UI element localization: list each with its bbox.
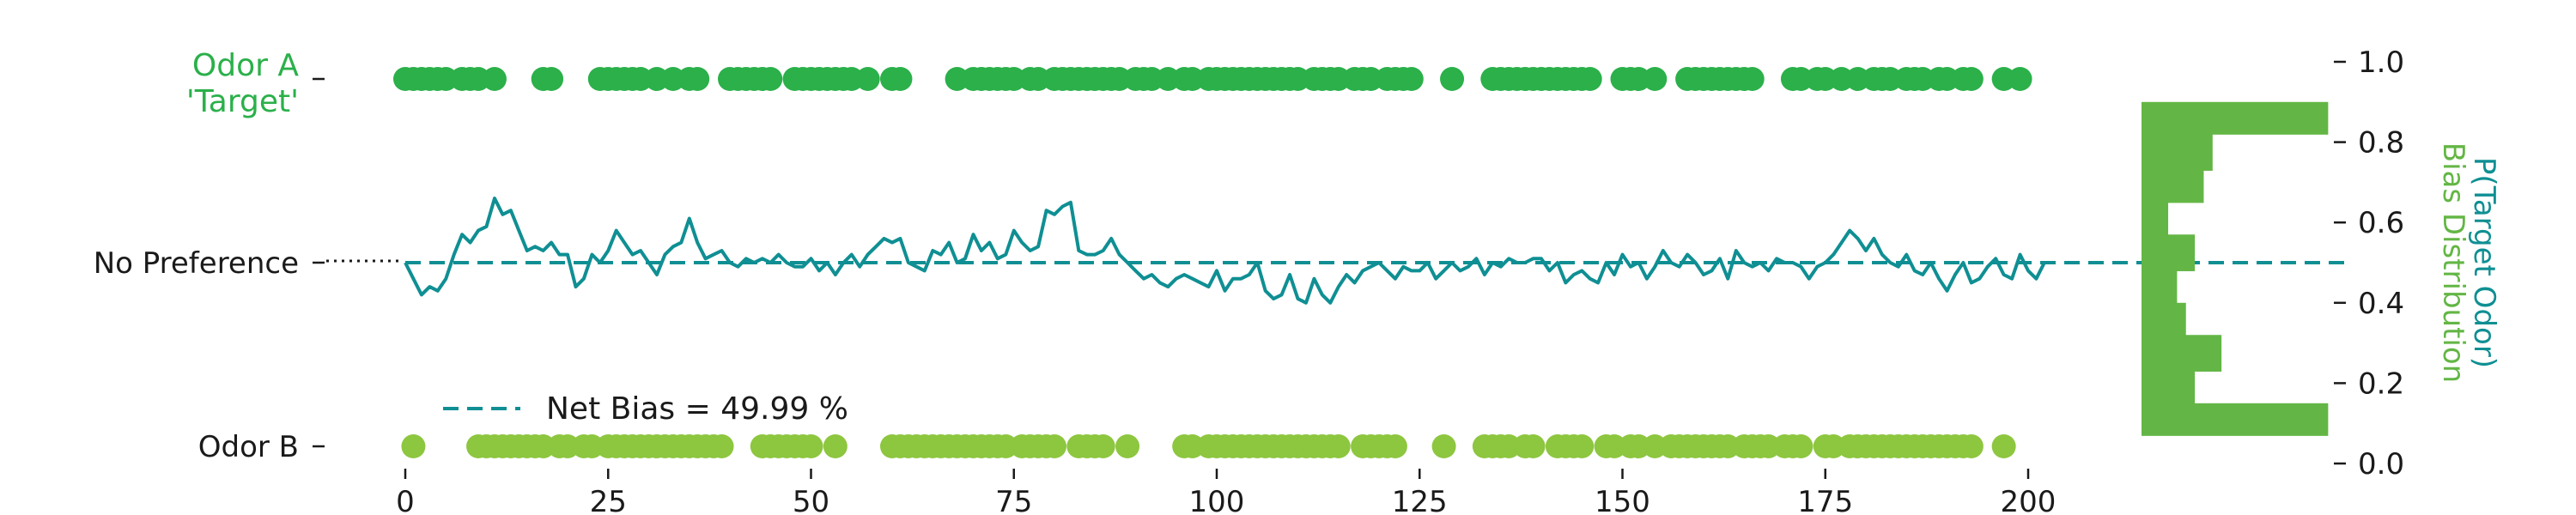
odor-a-point: [1440, 67, 1465, 91]
odor-a-point: [888, 67, 913, 91]
odor-b-point: [1115, 434, 1140, 458]
odor-b-point: [1789, 434, 1814, 458]
x-tick-label: 50: [793, 485, 829, 515]
x-axis: 0 25 50 75 100 125 150 175 200: [396, 469, 2056, 515]
label-no-preference: No Preference: [94, 246, 299, 281]
label-odor-a-line1: Odor A: [192, 48, 299, 83]
label-odor-a-line2: 'Target': [186, 84, 299, 119]
odor-a-point: [482, 67, 507, 91]
x-tick-label: 25: [590, 485, 627, 515]
x-tick-label: 200: [2001, 485, 2057, 515]
odor-a-point: [1643, 67, 1668, 91]
legend-label: Net Bias = 49.99 %: [546, 391, 848, 427]
odor-b-point: [1521, 434, 1546, 458]
histogram-bar: [2142, 234, 2196, 271]
right-axis-tick-label: 0.8: [2358, 126, 2404, 161]
x-tick-label: 150: [1595, 485, 1650, 515]
label-odor-b: Odor B: [198, 430, 299, 464]
odor-b-points: [401, 434, 2016, 458]
odor-b-point: [799, 434, 823, 458]
x-tick-label: 175: [1797, 485, 1853, 515]
histogram-bar: [2142, 403, 2329, 436]
x-tick-label: 100: [1189, 485, 1245, 515]
odor-a-point: [2008, 67, 2032, 91]
right-axis-tick-label: 0.2: [2358, 367, 2404, 401]
odor-a-point: [1577, 67, 1602, 91]
odor-a-point: [539, 67, 564, 91]
odor-a-point: [1959, 67, 1984, 91]
histogram-bar: [2142, 270, 2178, 304]
x-tick-label: 75: [995, 485, 1032, 515]
odor-a-points: [393, 67, 2032, 91]
histogram-bar: [2142, 101, 2329, 135]
x-tick-label: 0: [396, 485, 415, 515]
right-axis: 0.0 0.2 0.4 0.6 0.8 1.0: [2334, 45, 2404, 482]
odor-b-point: [1570, 434, 1595, 458]
odor-b-point: [709, 434, 734, 458]
bias-trace-line: [404, 197, 2046, 305]
histogram-bar: [2142, 170, 2204, 203]
odor-a-point: [855, 67, 880, 91]
histogram-bar: [2142, 202, 2169, 235]
odor-b-point: [1959, 434, 1984, 458]
histogram-bar: [2142, 134, 2213, 171]
right-axis-tick-label: 0.0: [2358, 447, 2404, 482]
odor-b-point: [1382, 434, 1407, 458]
odor-b-point: [1991, 434, 2016, 458]
right-axis-tick-label: 1.0: [2358, 45, 2404, 80]
odor-b-point: [1042, 434, 1066, 458]
odor-a-point: [685, 67, 710, 91]
odor-a-point: [1740, 67, 1765, 91]
right-axis-title-p-target: P(Target Odor): [2467, 157, 2501, 368]
odor-a-point: [758, 67, 783, 91]
odor-b-point: [1091, 434, 1115, 458]
odor-b-point: [1326, 434, 1351, 458]
histogram-bar: [2142, 335, 2222, 372]
right-axis-title-bias-distribution: Bias Distribution: [2436, 142, 2470, 383]
odor-a-point: [1399, 67, 1424, 91]
right-axis-tick-label: 0.6: [2358, 206, 2404, 240]
histogram-bar: [2142, 371, 2196, 404]
x-tick-label: 125: [1392, 485, 1448, 515]
histogram-bar: [2142, 302, 2186, 336]
right-axis-tick-label: 0.4: [2358, 287, 2404, 321]
odor-b-point: [401, 434, 426, 458]
odor-b-point: [823, 434, 848, 458]
odor-b-point: [1431, 434, 1456, 458]
bias-histogram: [2142, 101, 2329, 436]
